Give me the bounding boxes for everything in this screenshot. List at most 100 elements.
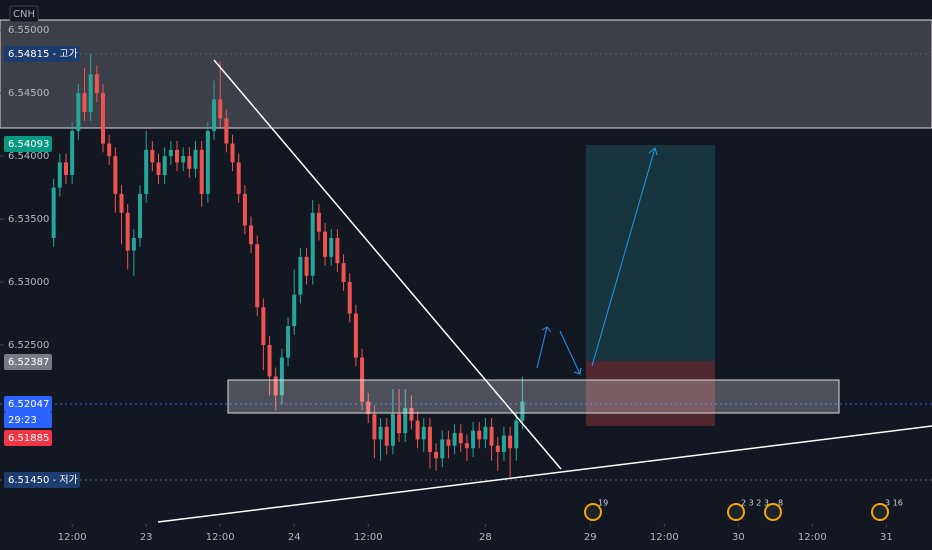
badge-label: 6.51450 - 저가 — [8, 474, 78, 486]
x-tick-label: 12:00 — [650, 532, 679, 543]
candle-body — [353, 313, 358, 358]
price-badge: 6.54815 - 고가 — [4, 46, 80, 62]
candle-body — [520, 401, 525, 421]
x-tick-label: 24 — [288, 532, 301, 543]
price-badge: 6.52047 — [4, 396, 52, 412]
x-tick-label: 31 — [880, 532, 893, 543]
candle-body — [323, 231, 328, 257]
candle-body — [304, 256, 309, 276]
candle-body — [390, 414, 395, 446]
candle-body — [347, 282, 352, 314]
badge-label: 6.52047 — [8, 399, 49, 410]
candle-body — [508, 435, 513, 449]
candle-body — [440, 439, 445, 459]
candle-body — [415, 420, 420, 440]
badge-label: 6.54093 — [8, 139, 49, 150]
candle-body — [113, 156, 118, 194]
candle-body — [261, 307, 266, 345]
x-tick-label: 30 — [732, 532, 745, 543]
candle-body — [107, 143, 112, 157]
x-tick-label: 29 — [584, 532, 597, 543]
arrow — [536, 326, 552, 369]
candle-body — [397, 414, 402, 434]
candle-body — [292, 294, 297, 327]
candle-body — [329, 237, 334, 257]
candle-body — [94, 74, 99, 94]
candle-body — [224, 118, 229, 144]
candle-body — [495, 445, 500, 453]
candle-body — [138, 193, 143, 238]
candle-body — [51, 187, 56, 238]
price-badge: 6.52387 — [4, 354, 52, 370]
price-badge: 6.54093 — [4, 136, 52, 152]
candle-body — [88, 74, 93, 113]
candle-body — [236, 162, 241, 194]
candle-body — [341, 263, 346, 283]
symbol: CNH — [13, 9, 35, 20]
stop-zone — [586, 361, 715, 426]
badge-label: 6.54815 - 고가 — [8, 48, 78, 60]
y-tick-label: 6.52500 — [8, 340, 49, 351]
y-tick-label: 6.54000 — [8, 151, 49, 162]
candle-body — [316, 212, 321, 232]
x-tick-label: 23 — [140, 532, 153, 543]
arrows — [536, 147, 658, 375]
candle-body — [255, 244, 260, 308]
event-icon — [727, 503, 745, 521]
candle-body — [471, 430, 476, 449]
price-badge: 6.51885 — [4, 430, 52, 446]
y-tick-label: 6.55000 — [8, 25, 49, 36]
candle-body — [335, 237, 340, 264]
arrow — [559, 330, 582, 375]
candle-body — [181, 156, 186, 163]
x-tick-label: 12:00 — [58, 532, 87, 543]
x-tick-label: 12:00 — [798, 532, 827, 543]
price-badge: 6.51450 - 저가 — [4, 472, 80, 488]
badge-label: 29:23 — [8, 415, 37, 426]
candle-body — [372, 414, 377, 440]
candle-body — [514, 420, 519, 449]
candle-body — [187, 156, 192, 169]
trendline — [213, 59, 562, 470]
price-badge: 29:23 — [4, 412, 52, 428]
target-zone — [586, 145, 715, 361]
support-zone — [227, 379, 840, 414]
candle-body — [267, 344, 272, 377]
x-tick-label: 28 — [479, 532, 492, 543]
candle-body — [199, 149, 204, 194]
candle-body — [63, 162, 68, 176]
candle-body — [489, 426, 494, 446]
event-icon — [871, 503, 889, 521]
badge-label: 6.51885 — [8, 433, 49, 444]
candle-body — [205, 130, 210, 194]
candle-body — [384, 426, 389, 446]
badge-label: 6.52387 — [8, 357, 49, 368]
candle-body — [76, 93, 81, 131]
candle-body — [366, 401, 371, 415]
candle-body — [421, 426, 426, 440]
candle-body — [286, 326, 291, 358]
event-icon — [584, 503, 602, 521]
candle-body — [403, 407, 408, 434]
arrow — [591, 147, 658, 367]
resistance-zone — [0, 19, 932, 129]
event-icon — [764, 503, 782, 521]
candle-body — [409, 407, 414, 421]
candle-body — [193, 149, 198, 169]
candle-body — [230, 143, 235, 163]
x-tick-label: 12:00 — [206, 532, 235, 543]
symbol-box — [9, 5, 39, 23]
candle-body — [249, 225, 254, 245]
candle-body — [378, 426, 383, 440]
badge-bg — [4, 396, 52, 412]
candle-body — [477, 430, 482, 440]
candle-body — [125, 212, 130, 251]
candle-body — [212, 99, 217, 131]
candle-body — [427, 426, 432, 453]
candle-body — [310, 212, 315, 276]
y-tick-label: 6.53000 — [8, 277, 49, 288]
candle-body — [458, 433, 463, 444]
candle-body — [242, 193, 247, 226]
